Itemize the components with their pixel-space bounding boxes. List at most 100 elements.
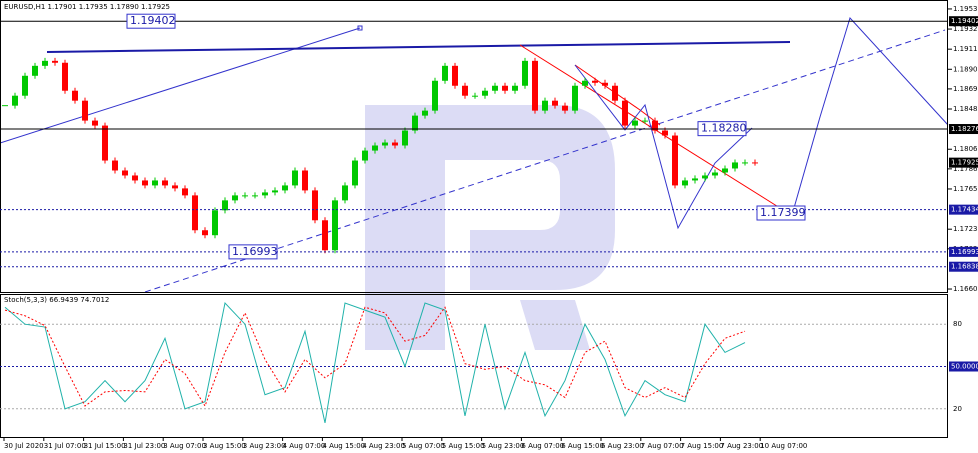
y-tick-label: 1.18065 <box>953 145 978 153</box>
x-tick-label: 5 Aug 15:00 <box>442 442 485 450</box>
candle <box>392 142 398 146</box>
level-label: 1.18276 <box>951 125 978 133</box>
candle <box>482 90 488 96</box>
level-box <box>949 16 978 27</box>
candle <box>312 190 318 221</box>
candle <box>102 125 108 161</box>
candle <box>112 160 118 171</box>
candle <box>462 85 468 96</box>
y-tick-label: 1.18485 <box>953 105 978 113</box>
candle <box>712 172 718 176</box>
candle <box>552 100 558 106</box>
candle <box>622 100 628 126</box>
annotation-box <box>126 13 176 29</box>
candle <box>442 65 448 81</box>
drawings <box>0 17 949 293</box>
candle <box>572 85 578 111</box>
x-tick-label: 5 Aug 23:00 <box>482 442 525 450</box>
candle <box>262 192 268 196</box>
x-tick-label: 31 Jul 15:00 <box>84 442 126 450</box>
candle <box>232 195 238 201</box>
y-tick-label: 1.17650 <box>953 185 978 193</box>
x-tick-label: 4 Aug 07:00 <box>283 442 326 450</box>
candle <box>282 185 288 191</box>
candle <box>522 60 528 86</box>
level-box <box>949 246 978 257</box>
annotation-label: 1.17399 <box>760 206 806 219</box>
stoch-line <box>4 306 746 408</box>
candle <box>62 62 68 91</box>
y-tick-label: 1.17860 <box>953 165 978 173</box>
candle <box>512 85 518 91</box>
candle <box>742 162 748 164</box>
stoch-line <box>4 302 746 424</box>
candle <box>292 170 298 186</box>
level-box <box>949 157 978 168</box>
x-tick-label: 4 Aug 15:00 <box>322 442 365 450</box>
y-tick-label: 1.16605 <box>953 285 978 293</box>
candle <box>432 80 438 111</box>
x-tick-label: 3 Aug 23:00 <box>243 442 286 450</box>
x-tick-label: 5 Aug 07:00 <box>402 442 445 450</box>
level-label: 1.16993 <box>951 248 978 256</box>
candle <box>672 135 678 186</box>
y-tick-label: 1.19110 <box>953 45 978 53</box>
candle <box>412 115 418 131</box>
candle <box>642 120 648 122</box>
candle <box>162 180 168 186</box>
candle <box>272 190 278 193</box>
candle <box>472 95 478 97</box>
candle <box>502 85 508 91</box>
candle <box>302 170 308 191</box>
candle <box>82 100 88 121</box>
level-label: 1.17925 <box>951 159 978 167</box>
x-tick-label: 6 Aug 15:00 <box>561 442 604 450</box>
y-tick-label: 1.19320 <box>953 25 978 33</box>
level-box <box>949 204 978 215</box>
y-tick-label: 1.19530 <box>953 5 978 13</box>
annotation-box <box>697 121 747 137</box>
candle <box>562 105 568 111</box>
candle <box>132 175 138 181</box>
x-tick-label: 7 Aug 23:00 <box>720 442 763 450</box>
candle <box>372 145 378 151</box>
candle <box>32 65 38 76</box>
level-label: 1.19402 <box>951 17 978 25</box>
candle <box>202 230 208 236</box>
x-tick-label: 3 Aug 07:00 <box>163 442 206 450</box>
candle <box>152 180 158 186</box>
annotation-label: 1.16993 <box>232 245 278 258</box>
y-tick-label: 1.18900 <box>953 65 978 73</box>
candle <box>252 195 258 197</box>
candle <box>42 60 48 66</box>
stoch-tick-label: 80 <box>953 320 962 328</box>
stoch-tick-label: 50.0000 <box>951 363 978 371</box>
candle <box>22 75 28 96</box>
x-tick-label: 7 Aug 07:00 <box>641 442 684 450</box>
candle <box>722 168 728 173</box>
candle <box>362 150 368 161</box>
candle <box>172 185 178 189</box>
candle <box>182 188 188 196</box>
candle <box>242 195 248 197</box>
x-tick-label: 30 Jul 2020 <box>4 442 44 450</box>
candle <box>192 195 198 231</box>
candle <box>222 200 228 211</box>
level-label: 1.17434 <box>951 206 978 214</box>
candle <box>12 95 18 106</box>
candle <box>612 85 618 101</box>
candle <box>592 80 598 83</box>
candle <box>72 90 78 101</box>
candle <box>332 200 338 251</box>
candle <box>542 100 548 111</box>
x-tick-label: 4 Aug 23:00 <box>362 442 405 450</box>
annotation-box <box>756 205 806 221</box>
candle <box>602 82 608 86</box>
candle <box>342 185 348 201</box>
x-tick-label: 31 Jul 07:00 <box>44 442 86 450</box>
candle <box>322 220 328 251</box>
x-tick-label: 3 Aug 15:00 <box>203 442 246 450</box>
candle <box>652 120 658 131</box>
y-tick-label: 1.17230 <box>953 225 978 233</box>
